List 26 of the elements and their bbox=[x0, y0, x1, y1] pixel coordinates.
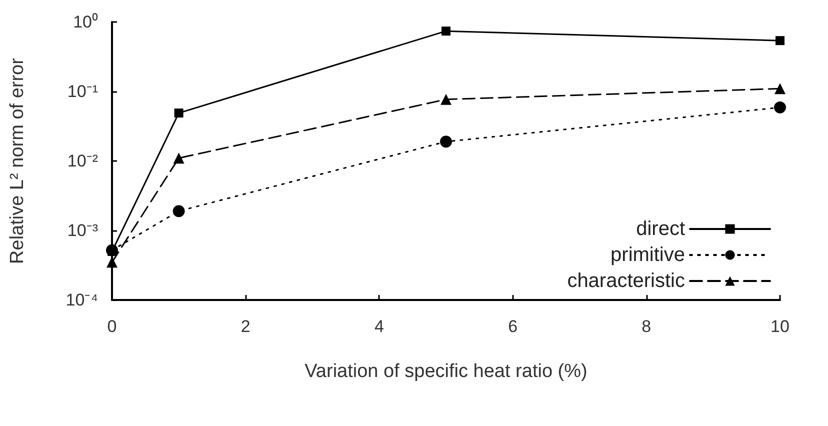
point bbox=[440, 94, 452, 105]
y-tick-label: 10⁻⁴ bbox=[66, 290, 98, 310]
point bbox=[776, 36, 784, 46]
point bbox=[774, 101, 786, 114]
y-tick-label: 10⁻³ bbox=[67, 221, 98, 240]
point bbox=[174, 108, 184, 118]
point bbox=[440, 136, 452, 148]
x-tick-label: 4 bbox=[374, 317, 384, 336]
legend-label: primitive bbox=[610, 244, 685, 266]
point bbox=[172, 205, 185, 218]
legend-label: direct bbox=[636, 218, 686, 240]
x-axis-title: Variation of specific heat ratio (%) bbox=[304, 361, 588, 382]
y-tick-label: 10⁻¹ bbox=[67, 82, 98, 101]
point bbox=[442, 26, 450, 36]
point bbox=[106, 244, 118, 256]
point bbox=[173, 152, 184, 164]
point bbox=[774, 83, 786, 94]
x-tick-label: 8 bbox=[642, 317, 652, 336]
y-axis-title: Relative L² norm of error bbox=[7, 57, 28, 264]
y-tick-label: 10⁻² bbox=[67, 152, 98, 170]
x-tick-label: 2 bbox=[240, 317, 250, 336]
x-tick-label: 0 bbox=[107, 317, 117, 336]
x-tick-label: 10 bbox=[770, 317, 790, 336]
y-tick-label: 10⁰ bbox=[73, 12, 98, 32]
x-tick-label: 6 bbox=[508, 317, 518, 336]
legend-label: characteristic bbox=[567, 270, 685, 292]
